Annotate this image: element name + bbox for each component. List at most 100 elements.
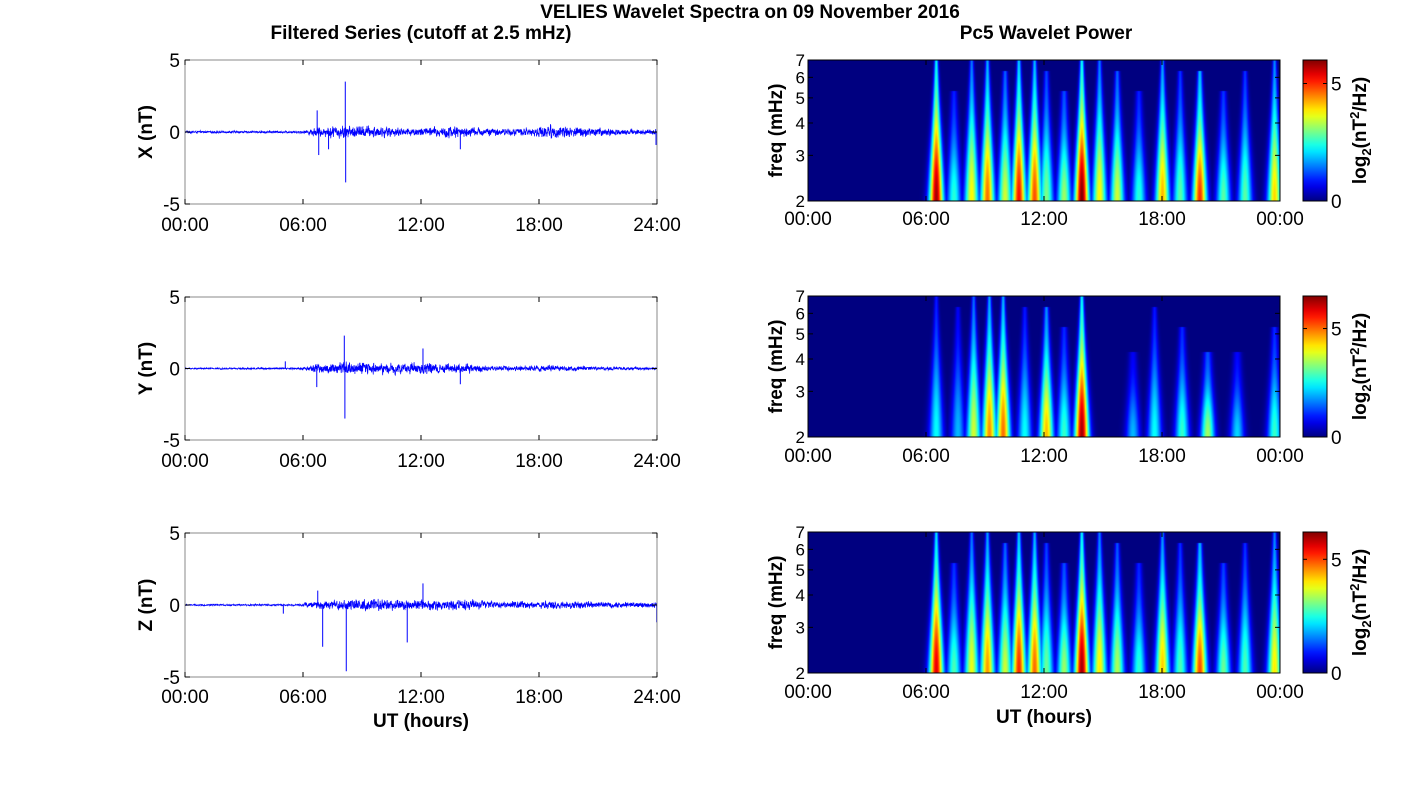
wavelet-panel-y: 2 3 4 5 67 00:00 06:00 12:00 18:00 00:00 freq (mHz… (766, 287, 1374, 467)
y-tick-label: 7 (796, 51, 805, 70)
timeseries-panel-z: -5 0 5 00:00 06:00 12:00 18:00 24:00 Z (nT) (136, 524, 681, 708)
x-tick-label: 00:00 (784, 209, 832, 230)
colorbar-tick-label: 0 (1331, 192, 1342, 213)
x-tick-label: 00:00 (784, 446, 832, 467)
colorbar-label-part: 2 (1359, 148, 1374, 155)
y-tick-label: 4 (796, 586, 805, 605)
x-tick-label: 00:00 (1256, 682, 1304, 703)
x-tick-label: 12:00 (1020, 209, 1068, 230)
colorbar-label: log2(nT2/Hz) (1347, 549, 1374, 656)
x-tick-label: 00:00 (1256, 209, 1304, 230)
y-axis-label: Y (nT) (136, 342, 157, 395)
x-tick-label: 24:00 (633, 215, 681, 236)
colorbar-label-part: log (1350, 628, 1371, 657)
colorbar-frame (1302, 295, 1328, 438)
colorbar-tick-label: 5 (1331, 75, 1342, 96)
series-line-y (184, 361, 658, 377)
timeseries-panel-x: -5 0 5 00:00 06:00 12:00 18:00 24:00 X (nT) (136, 51, 681, 236)
wavelet-panel-x: 2 3 4 5 67 00:00 06:00 12:00 18:00 00:00 freq (mHz… (766, 51, 1374, 230)
y-tick-label: 2 (796, 664, 805, 683)
x-tick-label: 18:00 (1138, 682, 1186, 703)
y-tick-label: 3 (796, 382, 805, 401)
y-tick-label: 0 (169, 123, 180, 144)
x-tick-label: 00:00 (784, 682, 832, 703)
y-tick-label: 5 (169, 51, 180, 72)
y-tick-label: 5 (169, 524, 180, 545)
colorbar-fill (1303, 532, 1327, 673)
colorbar-label-part: 2 (1347, 112, 1362, 119)
colorbar-label-part: (nT (1350, 591, 1371, 621)
colorbar-label-part: (nT (1350, 119, 1371, 149)
x-axis-label-left: UT (hours) (373, 711, 469, 732)
colorbar-label-part: 2 (1347, 584, 1362, 591)
y-axis-label: X (nT) (136, 105, 157, 159)
x-tick-label: 24:00 (633, 687, 681, 708)
y-tick-label: 6 (796, 304, 805, 323)
y-tick-label: 4 (796, 350, 805, 369)
colorbar-label-part: (nT (1350, 355, 1371, 385)
y-tick-label: 6 (796, 540, 805, 559)
x-tick-label: 12:00 (397, 451, 445, 472)
series-line-x (184, 123, 658, 139)
y-tick-label: 2 (796, 428, 805, 447)
series-line-z (184, 598, 658, 612)
x-axis-label-right: UT (hours) (996, 707, 1092, 728)
x-tick-label: 00:00 (161, 687, 209, 708)
figure-suptitle: VELIES Wavelet Spectra on 09 November 20… (540, 2, 960, 23)
colorbar-frame (1302, 59, 1328, 202)
x-tick-label: 18:00 (1138, 446, 1186, 467)
right-column-title: Pc5 Wavelet Power (960, 23, 1133, 44)
colorbar-tick-label: 5 (1331, 550, 1342, 571)
colorbar-tick-label: 5 (1331, 320, 1342, 341)
y-tick-label: 7 (796, 523, 805, 542)
colorbar-tick-label: 0 (1331, 428, 1342, 449)
wavelet-power-image (808, 60, 1280, 201)
y-tick-label: -5 (163, 431, 180, 452)
x-tick-label: 12:00 (1020, 446, 1068, 467)
colorbar-label-part: /Hz) (1350, 313, 1371, 348)
x-tick-label: 18:00 (515, 215, 563, 236)
panels-group: -5 0 5 00:00 06:00 12:00 18:00 24:00 X (nT) -5 0 5 0… (136, 51, 1374, 732)
y-tick-label: 5 (169, 288, 180, 309)
colorbar-label-part: 2 (1347, 348, 1362, 355)
colorbar-label-part: log (1350, 156, 1371, 185)
timeseries-panel-y: -5 0 5 00:00 06:00 12:00 18:00 24:00 Y (nT) (136, 288, 681, 472)
x-tick-label: 12:00 (397, 687, 445, 708)
x-tick-label: 00:00 (1256, 446, 1304, 467)
y-tick-label: 7 (796, 287, 805, 306)
colorbar-label-part: 2 (1359, 384, 1374, 391)
x-tick-label: 06:00 (902, 682, 950, 703)
colorbar-label-part: /Hz) (1350, 77, 1371, 112)
colorbar-label-part: /Hz) (1350, 549, 1371, 584)
y-tick-label: 5 (796, 89, 805, 108)
y-tick-label: 5 (796, 561, 805, 580)
x-tick-label: 00:00 (161, 215, 209, 236)
colorbar-fill (1303, 60, 1327, 201)
y-tick-label: 5 (796, 325, 805, 344)
y-tick-label: 3 (796, 618, 805, 637)
y-tick-label: 0 (169, 596, 180, 617)
x-tick-label: 12:00 (1020, 682, 1068, 703)
colorbar-label: log2(nT2/Hz) (1347, 77, 1374, 184)
x-tick-label: 06:00 (279, 451, 327, 472)
x-tick-label: 24:00 (633, 451, 681, 472)
colorbar-label-part: log (1350, 392, 1371, 421)
y-tick-label: 3 (796, 146, 805, 165)
x-tick-label: 06:00 (279, 687, 327, 708)
colorbar-fill (1303, 296, 1327, 437)
x-tick-label: 06:00 (902, 209, 950, 230)
colorbar-tick-label: 0 (1331, 664, 1342, 685)
y-axis-label: freq (mHz) (766, 320, 787, 414)
colorbar-label-part: 2 (1359, 620, 1374, 627)
x-tick-label: 18:00 (1138, 209, 1186, 230)
y-axis-label: Z (nT) (136, 579, 157, 632)
x-tick-label: 06:00 (902, 446, 950, 467)
wavelet-panel-z: 2 3 4 5 67 00:00 06:00 12:00 18:00 00:00 freq (mHz… (766, 523, 1374, 703)
wavelet-power-image (808, 296, 1280, 437)
wavelet-power-image (808, 532, 1280, 673)
x-tick-label: 12:00 (397, 215, 445, 236)
